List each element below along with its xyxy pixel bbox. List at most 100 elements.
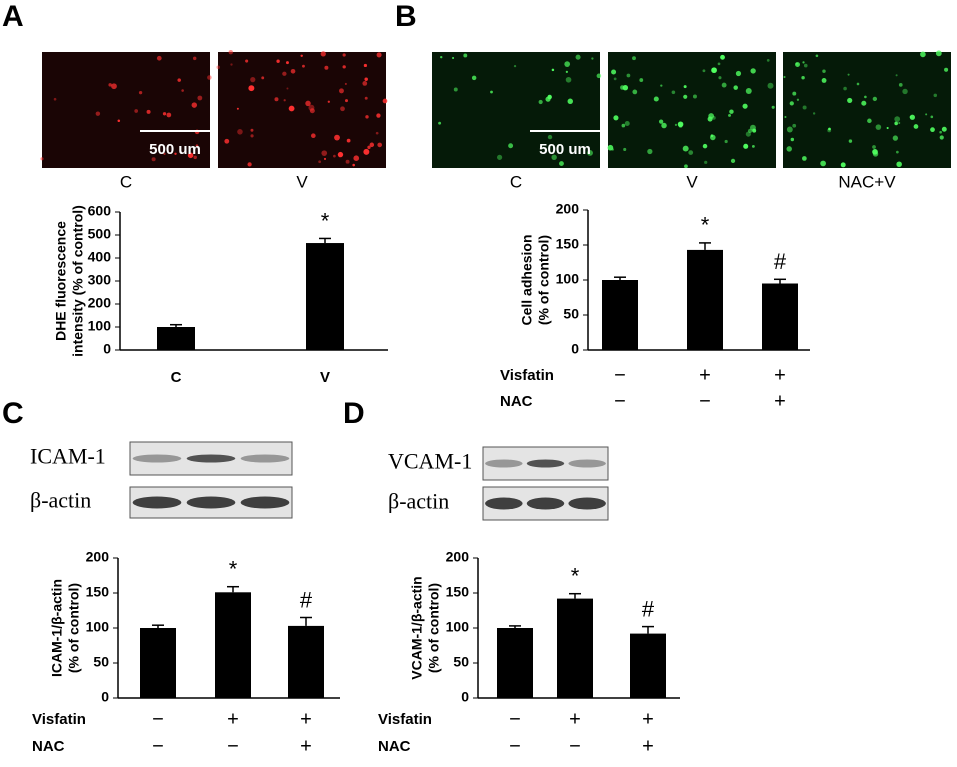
scale-bar-label: 500 um xyxy=(149,141,201,158)
cell-dot xyxy=(745,88,752,95)
cell-dot xyxy=(872,145,876,149)
treatment-label: Visfatin xyxy=(500,367,554,384)
cell-dot xyxy=(250,128,254,132)
treatment-sign: − xyxy=(509,708,521,730)
cell-dot xyxy=(564,61,571,67)
cell-dot xyxy=(848,139,853,143)
cell-dot xyxy=(318,160,322,164)
cell-dot xyxy=(935,50,942,57)
cell-dot xyxy=(365,115,369,119)
image-label: C xyxy=(120,172,132,191)
significance-mark: * xyxy=(571,564,580,589)
blot-band xyxy=(568,497,606,510)
treatment-sign: − xyxy=(152,708,164,730)
cell-dot xyxy=(671,90,676,95)
cell-dot xyxy=(163,152,166,155)
cell-dot xyxy=(95,111,101,116)
micrograph xyxy=(783,52,951,168)
blot-label: ICAM-1 xyxy=(30,444,106,469)
cell-dot xyxy=(847,73,850,76)
y-tick-label: 400 xyxy=(88,249,112,265)
treatment-sign: + xyxy=(699,364,711,386)
cell-dot xyxy=(596,73,602,79)
blot-band xyxy=(568,459,606,468)
cell-dot xyxy=(339,88,344,94)
bar xyxy=(630,633,666,698)
cell-dot xyxy=(801,75,805,80)
cell-dot xyxy=(624,121,630,127)
cell-dot xyxy=(683,85,687,89)
cell-dot xyxy=(730,158,736,163)
cell-dot xyxy=(820,160,826,167)
y-tick-label: 200 xyxy=(88,295,112,311)
cell-dot xyxy=(452,57,455,60)
image-label: V xyxy=(686,172,698,191)
cell-dot xyxy=(875,124,882,130)
cell-dot xyxy=(305,100,311,107)
y-tick-label: 0 xyxy=(571,341,579,357)
cell-dot xyxy=(195,144,199,147)
y-axis-label: ICAM-1/β-actin xyxy=(49,579,65,677)
cell-dot xyxy=(702,143,708,149)
cell-dot xyxy=(896,150,899,154)
cell-dot xyxy=(324,65,329,70)
bar xyxy=(306,243,344,350)
treatment-sign: + xyxy=(642,708,654,730)
cell-dot xyxy=(345,99,348,103)
cell-dot xyxy=(342,53,346,57)
cell-dot xyxy=(333,154,336,158)
cell-dot xyxy=(228,49,234,55)
cell-dot xyxy=(724,139,728,144)
cell-dot xyxy=(288,105,295,112)
cell-dot xyxy=(309,108,315,114)
cell-dot xyxy=(382,98,388,104)
cell-dot xyxy=(711,115,716,120)
cell-dot xyxy=(795,62,798,65)
cell-dot xyxy=(567,98,573,105)
cell-dot xyxy=(660,84,663,87)
treatment-sign: + xyxy=(642,735,654,757)
significance-mark: # xyxy=(300,587,313,612)
cell-dot xyxy=(237,129,243,135)
y-axis-label: intensity (% of control) xyxy=(70,205,86,357)
cell-dot xyxy=(367,145,371,150)
cell-dot xyxy=(894,116,901,123)
cell-dot xyxy=(611,69,617,75)
cell-dot xyxy=(134,109,139,113)
cell-dot xyxy=(230,63,233,66)
cell-dot xyxy=(547,134,553,140)
panel-letter: B xyxy=(395,0,417,33)
y-tick-label: 600 xyxy=(88,203,112,219)
cell-dot xyxy=(822,69,826,73)
cell-dot xyxy=(248,85,255,92)
cell-dot xyxy=(786,126,793,133)
cell-dot xyxy=(815,54,819,58)
cell-dot xyxy=(250,77,256,83)
treatment-sign: − xyxy=(614,364,626,386)
y-axis-label: (% of control) xyxy=(66,583,82,673)
cell-dot xyxy=(362,81,368,86)
cell-dot xyxy=(717,62,721,66)
cell-dot xyxy=(337,151,344,158)
treatment-label: NAC xyxy=(500,393,533,410)
cell-dot xyxy=(224,138,230,144)
y-tick-label: 200 xyxy=(446,549,470,565)
cell-dot xyxy=(902,88,908,95)
cell-dot xyxy=(623,147,627,152)
cell-dot xyxy=(745,131,751,137)
cell-dot xyxy=(802,156,807,161)
cell-dot xyxy=(438,121,442,125)
cell-dot xyxy=(207,75,212,80)
cell-dot xyxy=(282,71,287,76)
cell-dot xyxy=(342,65,346,69)
cell-dot xyxy=(146,109,151,114)
cell-dot xyxy=(547,94,552,100)
cell-dot xyxy=(750,68,756,74)
cell-dot xyxy=(632,56,636,61)
cell-dot xyxy=(647,148,653,155)
blot-band xyxy=(240,454,290,463)
bar xyxy=(557,598,593,698)
cell-dot xyxy=(191,102,198,108)
cell-dot xyxy=(376,113,381,118)
blot-label: β-actin xyxy=(388,489,449,514)
